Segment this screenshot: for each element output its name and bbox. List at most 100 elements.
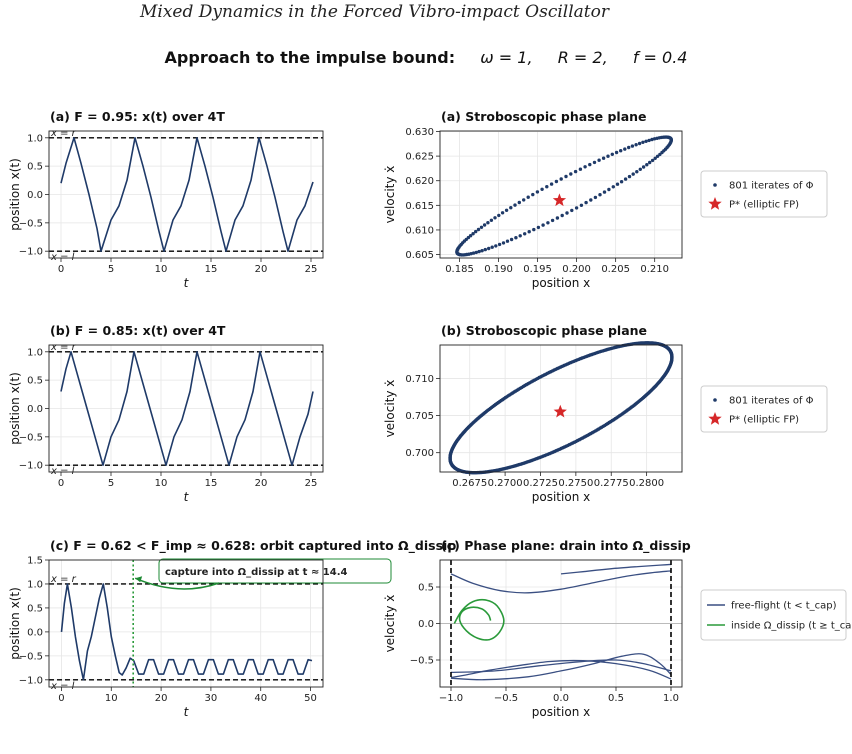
y-tick-label: −0.5	[19, 432, 43, 443]
capture-annotation-box	[158, 558, 392, 584]
iterate-point	[518, 234, 522, 238]
iterate-point	[493, 216, 497, 220]
wall-label-r: x = r	[50, 128, 77, 139]
iterate-point	[535, 190, 540, 194]
iterate-points-a_phase	[455, 135, 673, 257]
iterate-point	[645, 163, 649, 167]
iterate-point	[641, 140, 645, 144]
legend-marker-iterates	[713, 183, 717, 187]
fixed-point-star	[552, 193, 567, 207]
axes-frame-b_phase	[439, 344, 683, 473]
wall-label-r: x = r	[50, 574, 77, 585]
x-axis-label: position x	[532, 705, 590, 719]
y-tick-label: 0.605	[405, 250, 434, 261]
x-axis-label: position x	[532, 276, 590, 290]
fixed-point-star	[553, 404, 567, 418]
y-tick-label: 0.705	[405, 411, 434, 422]
iterate-point	[523, 232, 527, 236]
y-tick-label: 0.710	[405, 374, 434, 385]
iterate-point	[570, 208, 574, 213]
iterate-point	[619, 149, 623, 153]
iterate-point	[650, 137, 654, 142]
iterate-point	[490, 245, 494, 249]
iterate-point	[531, 192, 535, 197]
iterate-point	[589, 198, 593, 202]
y-tick-label: 1.0	[27, 347, 43, 358]
iterate-point	[655, 154, 660, 158]
panel-title-a_time: (a) F = 0.95: x(t) over 4T	[50, 109, 225, 124]
free-flight-curve	[450, 653, 672, 681]
iterate-point	[607, 187, 611, 192]
series-line-x-of-t	[60, 351, 314, 466]
y-tick-label: 0.0	[27, 190, 43, 201]
iterate-point	[526, 195, 530, 199]
iterate-point	[606, 154, 610, 158]
x-axis-label: t	[184, 705, 190, 719]
iterate-point	[550, 218, 555, 223]
x-axis-label: t	[184, 490, 190, 504]
dissip-curve	[453, 599, 505, 641]
iterate-point	[638, 167, 642, 171]
iterate-point	[532, 227, 536, 232]
y-tick-label: 0.700	[405, 448, 434, 459]
x-tick-label: 0.185	[445, 264, 474, 275]
x-tick-label: 0.195	[523, 264, 552, 275]
y-tick-label: −1.0	[19, 461, 43, 472]
y-tick-label: 0.630	[405, 127, 434, 138]
x-tick-label: 10	[155, 478, 168, 489]
x-tick-label: 15	[205, 478, 218, 489]
iterate-point	[479, 225, 484, 229]
figure-header: Mixed Dynamics in the Forced Vibro-impac…	[0, 0, 852, 67]
iterate-point	[466, 235, 471, 240]
iterate-point	[555, 216, 560, 220]
y-tick-label: 0.620	[405, 176, 434, 187]
iterate-point	[610, 152, 614, 156]
iterate-point	[500, 211, 505, 215]
suptitle-lead: Approach to the impulse bound:	[164, 48, 456, 67]
y-tick-label: 0.625	[405, 152, 434, 163]
iterate-point	[623, 147, 627, 151]
x-tick-label: 20	[255, 264, 268, 275]
x-tick-label: 20	[155, 693, 168, 704]
iterate-point	[653, 156, 657, 160]
y-axis-label: velocity ẋ	[383, 595, 397, 653]
iterate-point	[540, 187, 544, 191]
x-tick-label: 0.2750	[558, 478, 593, 489]
y-axis-label: velocity ẋ	[383, 166, 397, 224]
iterate-point	[588, 162, 592, 167]
y-tick-label: 1.0	[27, 133, 43, 144]
y-tick-label: −0.5	[19, 218, 43, 229]
legend-b_phase: 801 iterates of Φ P* (elliptic FP)	[700, 385, 828, 433]
iterate-point	[474, 229, 478, 234]
iterate-point	[623, 177, 628, 181]
x-tick-label: 5	[108, 478, 114, 489]
iterate-point	[494, 244, 498, 248]
capture-arrow-head	[135, 576, 143, 583]
capture-annotation-text: capture into Ω_dissip at t ≈ 14.4	[165, 567, 348, 578]
free-flight-curve	[450, 659, 672, 680]
x-tick-label: 0.2725	[523, 478, 558, 489]
iterate-point	[614, 150, 619, 155]
y-tick-label: 0.5	[27, 603, 43, 614]
iterate-point	[527, 230, 531, 234]
legend-marker-iterates	[713, 398, 717, 402]
iterate-point	[592, 160, 597, 165]
iterate-point	[574, 206, 579, 210]
iterate-point	[615, 182, 620, 186]
iterate-point	[593, 195, 598, 200]
free-flight-curve	[560, 563, 672, 575]
x-tick-label: 50	[304, 693, 317, 704]
iterate-point	[468, 234, 473, 238]
panel-title-a_phase: (a) Stroboscopic phase plane	[441, 109, 647, 124]
panel-title-c_time: (c) F = 0.62 < F_imp ≈ 0.628: orbit capt…	[50, 538, 456, 554]
x-tick-label: 0.5	[608, 693, 624, 704]
x-tick-label: 0.0	[553, 693, 569, 704]
iterate-point	[474, 250, 478, 255]
x-tick-label: 0	[58, 693, 64, 704]
y-tick-label: −1.0	[19, 675, 43, 686]
y-tick-label: 0.0	[418, 619, 434, 630]
x-axis-label: t	[184, 276, 190, 290]
x-axis-label: position x	[532, 490, 590, 504]
wall-label-l: x = l	[50, 681, 75, 692]
